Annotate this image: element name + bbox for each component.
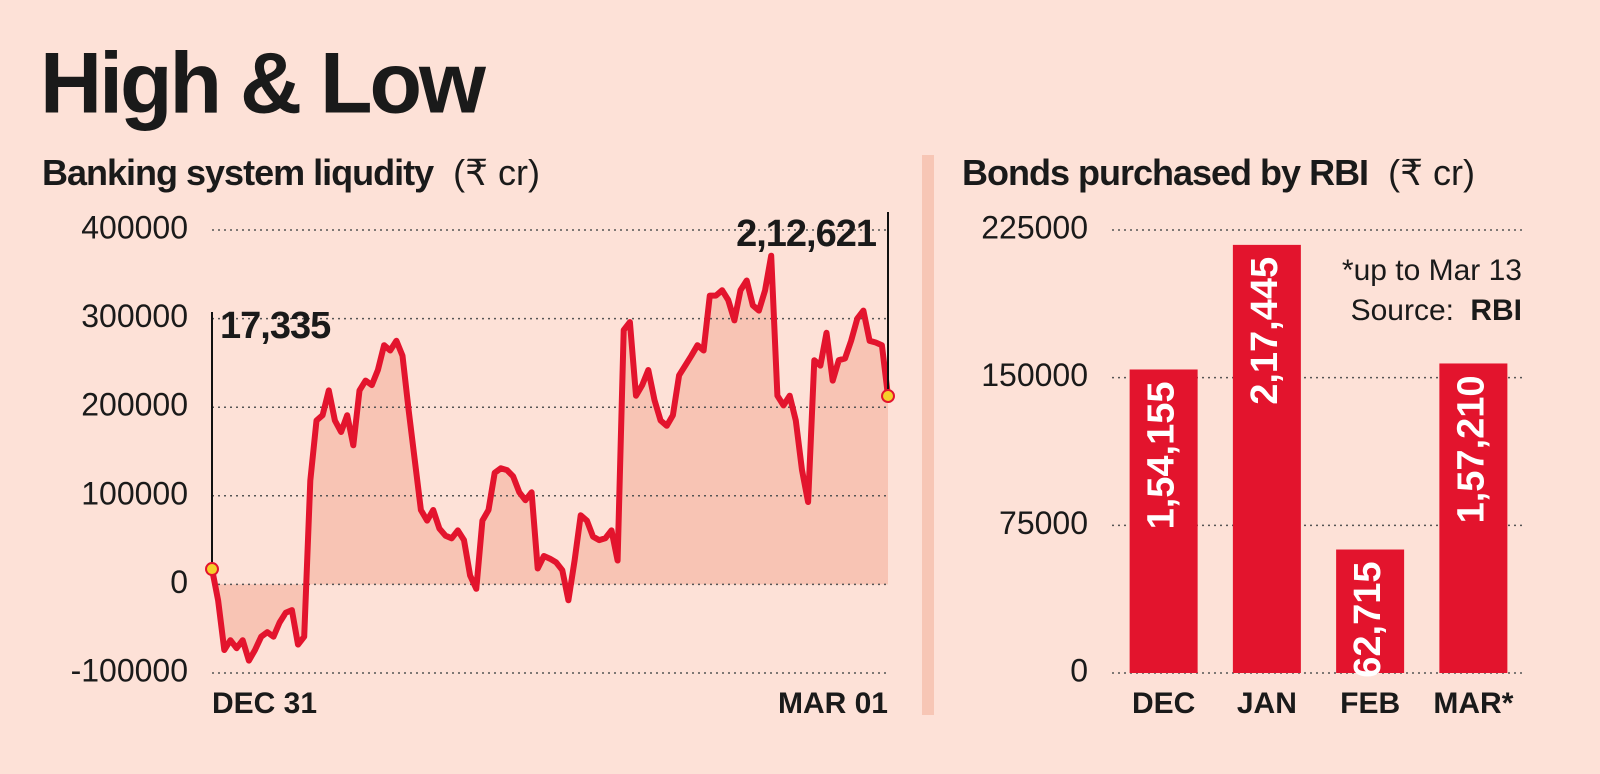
y-tick-label: 200000 <box>81 387 188 423</box>
value-label: 17,335 <box>220 305 331 347</box>
value-label: 62,715 <box>1347 562 1389 678</box>
divider <box>922 155 934 715</box>
line <box>209 252 891 664</box>
bar <box>1232 244 1301 674</box>
x-tick-label: DEC <box>1132 687 1195 720</box>
liquidity-chart: Banking system liqudity (₹ cr) -100000 0 1… <box>42 152 895 720</box>
chart-subtitle: Bonds purchased by RBI (₹ cr) <box>962 152 1475 193</box>
point-marker <box>205 562 219 577</box>
subtitle-bold: Bonds purchased by RBI <box>962 152 1368 193</box>
bar <box>1439 363 1508 673</box>
y-tick-label: 300000 <box>81 298 188 334</box>
subtitle-bold: Banking system liqudity <box>42 152 434 193</box>
subtitle-unit: (₹ cr) <box>453 152 540 193</box>
x-tick-label: FEB <box>1340 687 1400 720</box>
x-tick-label: MAR 01 <box>778 687 888 720</box>
y-tick-label: 150000 <box>981 357 1088 393</box>
bonds-chart: Bonds purchased by RBI (₹ cr) *up to Mar… <box>962 152 1525 720</box>
y-tick-label: 75000 <box>999 505 1088 541</box>
y-tick-label: 100000 <box>81 475 188 511</box>
source: Source: RBI <box>1351 294 1522 327</box>
y-tick-label: 400000 <box>81 209 188 245</box>
x-tick-label: MAR* <box>1433 687 1513 720</box>
subtitle-unit: (₹ cr) <box>1388 152 1475 193</box>
bar <box>1129 369 1198 673</box>
y-tick-label: 0 <box>1070 652 1088 688</box>
point-marker <box>881 389 895 404</box>
source-label: Source: <box>1351 294 1454 327</box>
main-title: High & Low <box>40 36 487 132</box>
x-tick-label: DEC 31 <box>212 687 317 720</box>
value-label: 1,54,155 <box>1141 381 1183 529</box>
x-tick-label: JAN <box>1237 687 1297 720</box>
chart-subtitle: Banking system liqudity (₹ cr) <box>42 152 540 193</box>
y-tick-label: 0 <box>170 564 188 600</box>
value-label: 2,12,621 <box>736 213 877 255</box>
area <box>212 255 888 661</box>
y-tick-label: 225000 <box>981 209 1088 245</box>
note: *up to Mar 13 <box>1342 254 1522 287</box>
bar <box>1336 549 1405 673</box>
y-tick-label: -100000 <box>71 652 188 688</box>
value-label: 1,57,210 <box>1450 375 1492 523</box>
value-label: 2,17,445 <box>1244 257 1286 405</box>
source-name: RBI <box>1470 294 1522 327</box>
